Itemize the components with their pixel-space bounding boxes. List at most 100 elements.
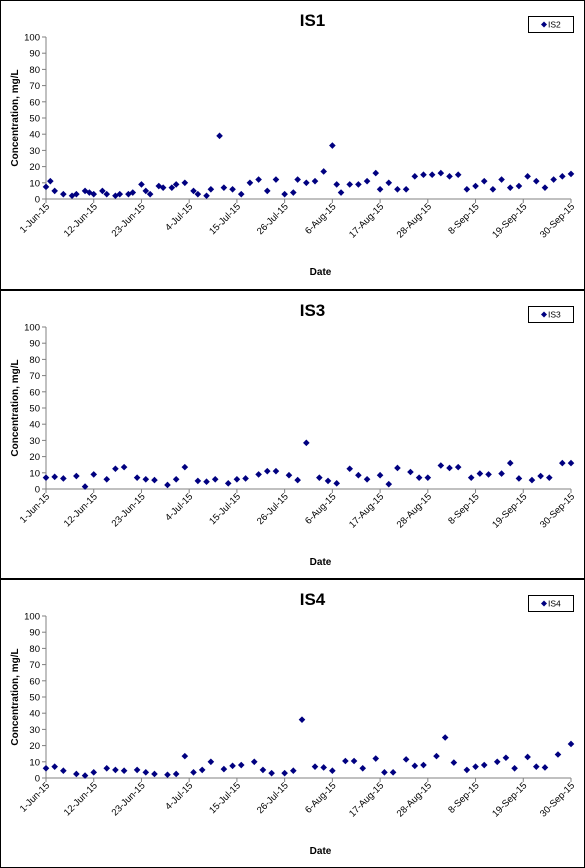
data-point <box>489 185 497 193</box>
data-point <box>498 176 505 183</box>
legend-marker <box>541 21 547 28</box>
y-tick-label: 0 <box>35 485 40 496</box>
panel-border <box>0 0 585 290</box>
data-point <box>433 752 440 760</box>
y-tick-label: 100 <box>24 33 40 44</box>
data-point <box>355 471 362 479</box>
data-point <box>372 169 380 177</box>
data-point <box>250 758 258 766</box>
data-point <box>446 173 453 180</box>
data-point <box>129 189 137 196</box>
data-point <box>151 770 158 778</box>
y-tick-label: 0 <box>35 195 40 206</box>
legend-label: IS4 <box>548 599 561 609</box>
data-point <box>133 474 141 481</box>
chart-title: IS1 <box>300 11 326 30</box>
y-tick-label: 100 <box>24 612 40 623</box>
data-point <box>237 761 245 769</box>
data-point <box>524 173 531 180</box>
legend-marker <box>541 600 547 607</box>
data-point <box>90 190 98 198</box>
data-point <box>42 474 50 481</box>
data-point <box>567 740 575 748</box>
data-point <box>220 184 228 191</box>
data-point <box>207 758 215 766</box>
y-tick-label: 0 <box>35 774 40 785</box>
data-point <box>546 474 553 481</box>
x-axis-label: Date <box>310 267 332 278</box>
data-point <box>216 132 223 140</box>
x-axis-label: Date <box>310 557 332 568</box>
data-point <box>415 474 423 481</box>
y-tick-label: 40 <box>29 420 40 431</box>
data-point <box>255 471 262 478</box>
legend-box <box>528 16 574 33</box>
data-point <box>164 771 171 779</box>
y-axis-label: Concentration, mg/L <box>10 69 21 166</box>
data-point <box>394 464 401 472</box>
data-point <box>285 471 293 479</box>
data-point <box>263 187 271 195</box>
data-point <box>320 764 327 771</box>
data-point <box>420 171 427 178</box>
data-point <box>472 763 479 770</box>
data-point <box>472 182 479 190</box>
data-point <box>51 187 58 195</box>
data-point <box>190 187 197 195</box>
data-point <box>528 476 536 484</box>
y-tick-label: 90 <box>29 628 40 639</box>
data-point <box>73 472 80 480</box>
data-point <box>60 767 67 775</box>
data-point <box>142 187 150 195</box>
data-point <box>103 764 111 772</box>
data-point <box>567 170 575 178</box>
chart-title: IS4 <box>300 590 326 609</box>
data-point <box>259 766 267 774</box>
data-point <box>480 761 488 769</box>
data-point <box>541 184 549 191</box>
data-point <box>559 173 566 180</box>
data-point <box>559 459 566 467</box>
data-point <box>450 759 458 766</box>
data-point <box>303 179 310 187</box>
y-tick-label: 90 <box>29 339 40 350</box>
y-tick-label: 40 <box>29 709 40 720</box>
data-point <box>303 439 310 447</box>
data-point <box>172 475 180 483</box>
data-point <box>511 764 518 772</box>
data-point <box>73 770 80 778</box>
data-point <box>237 190 245 198</box>
data-point <box>346 181 354 188</box>
data-point <box>47 177 54 185</box>
data-point <box>181 752 189 760</box>
y-tick-label: 80 <box>29 65 40 76</box>
data-point <box>532 763 540 770</box>
data-point <box>298 716 306 723</box>
data-point <box>554 751 562 758</box>
data-point <box>411 173 419 180</box>
legend-box <box>528 306 574 323</box>
legend-box <box>528 595 574 612</box>
data-point <box>467 474 475 481</box>
data-point <box>120 463 128 471</box>
data-point <box>407 468 414 476</box>
data-point <box>190 769 197 776</box>
data-point <box>272 467 280 475</box>
y-tick-label: 10 <box>29 468 40 479</box>
data-point <box>181 179 189 187</box>
data-point <box>224 480 232 487</box>
series-points <box>42 132 575 200</box>
data-point <box>498 470 505 477</box>
data-point <box>60 475 67 482</box>
data-point <box>454 171 462 178</box>
y-tick-label: 50 <box>29 114 40 125</box>
legend: IS4 <box>528 595 574 612</box>
data-point <box>155 182 163 190</box>
data-point <box>242 475 249 482</box>
data-point <box>454 463 462 471</box>
data-point <box>142 769 150 776</box>
legend: IS2 <box>528 16 574 33</box>
data-point <box>359 764 367 772</box>
